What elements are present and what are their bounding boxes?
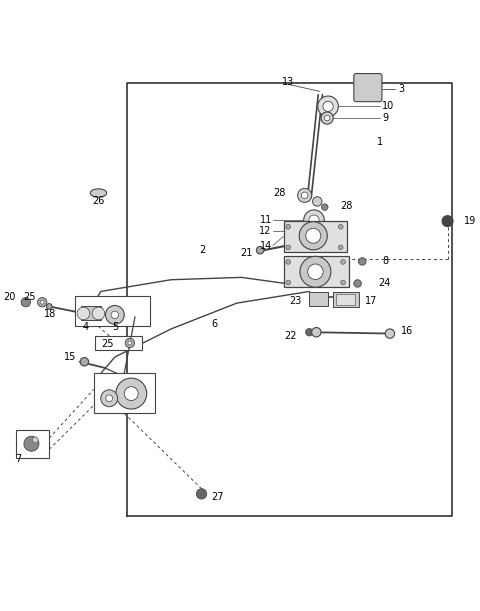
Circle shape: [359, 258, 366, 265]
Text: 6: 6: [211, 319, 217, 329]
Circle shape: [286, 224, 290, 229]
Text: 12: 12: [260, 225, 272, 235]
Ellipse shape: [90, 189, 107, 197]
Text: 28: 28: [340, 200, 352, 211]
Circle shape: [312, 327, 321, 337]
Text: 3: 3: [398, 84, 405, 93]
Circle shape: [286, 280, 290, 285]
Bar: [284, 256, 349, 287]
Circle shape: [442, 216, 453, 227]
Circle shape: [299, 222, 327, 250]
Circle shape: [80, 357, 89, 366]
Text: 20: 20: [3, 292, 15, 302]
Bar: [16, 430, 49, 458]
Circle shape: [24, 436, 39, 452]
Text: 16: 16: [401, 326, 413, 336]
Text: 9: 9: [382, 113, 388, 123]
Circle shape: [106, 395, 113, 401]
Circle shape: [77, 307, 90, 320]
Text: 21: 21: [240, 248, 253, 258]
Circle shape: [308, 264, 323, 279]
Circle shape: [106, 306, 124, 324]
Circle shape: [124, 387, 138, 401]
Text: 8: 8: [382, 257, 388, 266]
FancyBboxPatch shape: [354, 73, 382, 101]
Circle shape: [341, 260, 346, 265]
Circle shape: [125, 338, 134, 348]
Circle shape: [286, 245, 290, 250]
Text: 4: 4: [83, 322, 89, 332]
Circle shape: [116, 378, 147, 409]
Text: 14: 14: [260, 241, 272, 251]
Circle shape: [128, 341, 132, 345]
Circle shape: [300, 256, 331, 287]
Circle shape: [37, 298, 47, 307]
Circle shape: [298, 188, 312, 202]
Text: 15: 15: [64, 352, 76, 362]
Text: 22: 22: [284, 331, 297, 341]
Text: 27: 27: [211, 492, 223, 502]
Text: 11: 11: [260, 215, 272, 225]
Circle shape: [323, 101, 333, 111]
Circle shape: [338, 224, 343, 229]
Circle shape: [306, 329, 313, 336]
Circle shape: [310, 227, 318, 235]
Circle shape: [354, 280, 361, 287]
Circle shape: [338, 245, 343, 250]
Circle shape: [21, 298, 31, 307]
Circle shape: [47, 304, 52, 309]
Text: 26: 26: [92, 196, 105, 205]
Text: 28: 28: [274, 188, 286, 198]
Bar: [284, 221, 347, 252]
Text: 13: 13: [282, 76, 294, 87]
Bar: [333, 292, 359, 307]
Circle shape: [301, 192, 308, 199]
Bar: [75, 296, 150, 326]
Circle shape: [318, 96, 338, 117]
Text: 7: 7: [15, 454, 22, 464]
Text: 1: 1: [377, 137, 384, 147]
Circle shape: [111, 311, 119, 318]
Bar: [336, 295, 355, 305]
Bar: [309, 293, 328, 306]
Text: 19: 19: [464, 216, 476, 226]
Bar: [94, 373, 155, 413]
Circle shape: [385, 329, 395, 338]
Circle shape: [256, 246, 264, 254]
Text: 2: 2: [199, 245, 205, 255]
Text: 23: 23: [289, 296, 301, 306]
Circle shape: [306, 229, 321, 243]
Circle shape: [286, 260, 290, 265]
Circle shape: [341, 280, 346, 285]
Circle shape: [312, 197, 322, 206]
Text: 24: 24: [379, 279, 391, 288]
Bar: [81, 307, 101, 321]
Circle shape: [324, 115, 330, 121]
Bar: [95, 336, 142, 350]
Circle shape: [322, 204, 328, 210]
Text: 18: 18: [44, 309, 56, 319]
Text: 17: 17: [365, 296, 377, 306]
Text: 5: 5: [112, 322, 118, 332]
Circle shape: [32, 437, 38, 443]
Circle shape: [40, 301, 44, 304]
Text: 25: 25: [101, 339, 113, 349]
Circle shape: [196, 489, 207, 499]
Circle shape: [306, 222, 323, 239]
Circle shape: [101, 390, 118, 407]
Text: 25: 25: [24, 292, 36, 302]
Text: 10: 10: [382, 101, 394, 111]
Circle shape: [304, 210, 324, 230]
Circle shape: [309, 215, 319, 225]
Circle shape: [92, 307, 105, 320]
Circle shape: [321, 112, 333, 124]
